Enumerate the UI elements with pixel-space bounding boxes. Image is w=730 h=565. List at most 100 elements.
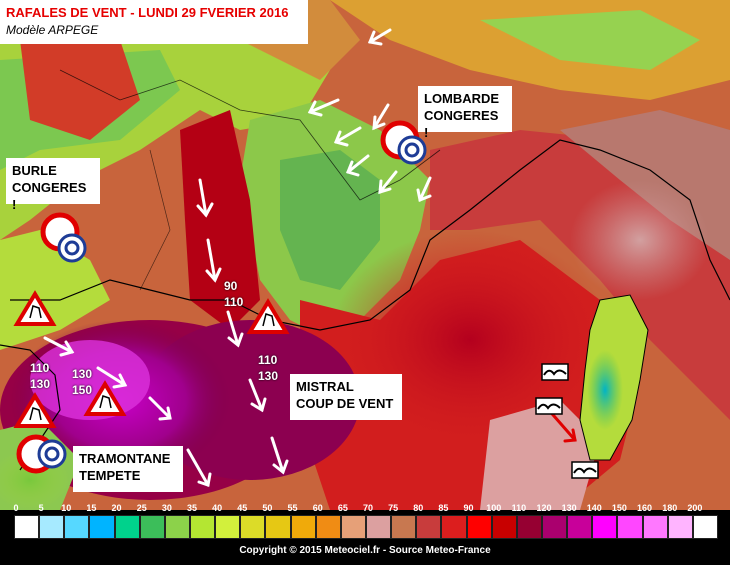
scale-tick-label: 30 [161, 503, 172, 513]
wind-arrow [186, 448, 210, 487]
annotation-line: CONGERES ! [12, 180, 87, 212]
scale-cell [365, 515, 392, 539]
scale-cell [14, 515, 40, 539]
wind-arrow [346, 154, 370, 174]
wind-arrow [148, 396, 172, 420]
scale-cell [164, 515, 190, 539]
scale-cell [139, 515, 165, 539]
rough-sea-icon [571, 461, 599, 479]
region-north-red [20, 40, 140, 140]
map-title: RAFALES DE VENT - LUNDI 29 FVERIER 2016 [6, 5, 289, 20]
wind-arrow [368, 28, 392, 44]
wind-gust-map [0, 0, 730, 510]
wind-arrow-head [250, 397, 267, 413]
scale-tick-label: 140 [586, 503, 602, 513]
wind-arrow-head [205, 267, 222, 283]
region-italy-pink [570, 180, 710, 300]
speed-label-rhone: 90 110 [224, 278, 243, 310]
snow-chain-sign-icon [16, 434, 67, 474]
scale-tick-label: 130 [561, 503, 577, 513]
rough-sea-icon [535, 397, 563, 415]
scale-tick-label: 20 [111, 503, 122, 513]
wind-arrow-head [112, 373, 128, 389]
speed-value: 150 [72, 383, 93, 397]
scale-cell [441, 515, 467, 539]
region-borders [139, 149, 171, 291]
scale-cell [516, 515, 542, 539]
scale-tick-label: 80 [413, 503, 424, 513]
scale-cell [617, 515, 643, 539]
scale-tick-label: 200 [687, 503, 703, 513]
annotation-line: COUP DE VENT [296, 396, 394, 411]
speed-value: 130 [30, 377, 51, 391]
speed-value: 110 [258, 353, 278, 367]
wind-arrow-head [416, 188, 432, 203]
scale-cell [290, 515, 316, 539]
warning-triangle-icon [13, 392, 57, 428]
annotation-line: LOMBARDE [424, 91, 500, 106]
rough-sea-icon [541, 363, 569, 381]
scale-cell [315, 515, 341, 539]
scale-tick-label: 75 [388, 503, 399, 513]
scale-tick-label: 150 [611, 503, 627, 513]
warning-triangles [13, 290, 290, 428]
scale-tick-label: 180 [662, 503, 678, 513]
warning-triangle-icon [13, 290, 57, 326]
title-box: RAFALES DE VENT - LUNDI 29 FVERIER 2016 … [0, 0, 308, 44]
scale-cell [391, 515, 417, 539]
scale-tick-label: 5 [38, 503, 44, 513]
speed-value: 110 [30, 361, 50, 375]
annotation-line: TRAMONTANE [79, 451, 171, 466]
scale-tick-label: 70 [362, 503, 374, 513]
region-rhone-corridor [180, 110, 260, 330]
speed-value: 130 [258, 369, 279, 383]
annotation-lombarde: LOMBARDE CONGERES ! [418, 86, 512, 140]
annotation-line: BURLE [12, 163, 57, 178]
scale-cell [39, 515, 65, 539]
scale-tick-label: 110 [511, 503, 527, 513]
snow-chain-sign-icon [40, 212, 87, 263]
scale-cell [642, 515, 668, 539]
scale-tick-label: 60 [312, 503, 323, 513]
scale-cell [567, 515, 593, 539]
scale-cell [592, 515, 618, 539]
speed-label-gulf-mid: 130 150 [72, 366, 92, 398]
scale-tick-label: 100 [486, 503, 502, 513]
scale-cell [89, 515, 115, 539]
wind-arrow [372, 103, 390, 130]
scale-cell [240, 515, 266, 539]
annotation-mistral: MISTRAL COUP DE VENT [290, 374, 402, 420]
annotation-line: TEMPETE [79, 468, 141, 483]
scale-cell [541, 515, 568, 539]
scale-cell [491, 515, 517, 539]
scale-tick-label: 90 [463, 503, 474, 513]
wind-arrow-head [345, 160, 360, 177]
snow-chain-sign-icon [380, 120, 427, 165]
wind-arrow-head [372, 115, 386, 131]
speed-label-gulf-west: 110 130 [30, 360, 50, 392]
wind-arrow-head [158, 406, 172, 421]
scale-cell [114, 515, 140, 539]
color-scale [14, 515, 718, 539]
wind-arrow-head [227, 332, 244, 348]
region-sea-south-pink [480, 400, 600, 510]
map-subtitle: Modèle ARPEGE [6, 23, 99, 37]
speed-label-gulf-east: 110 130 [258, 352, 278, 384]
scale-tick-label: 10 [61, 503, 72, 513]
scale-cell [64, 515, 90, 539]
speed-value: 110 [224, 295, 244, 309]
copyright: Copyright © 2015 Meteociel.fr - Source M… [239, 545, 491, 556]
scale-cell [416, 515, 442, 539]
scale-tick-label: 25 [136, 503, 147, 513]
wind-arrow [248, 378, 264, 412]
scale-cell [189, 515, 216, 539]
scale-tick-label: 85 [438, 503, 449, 513]
annotation-line: MISTRAL [296, 379, 354, 394]
wave-signs [535, 363, 599, 479]
wind-arrow [334, 126, 362, 144]
wind-arrow [206, 238, 217, 282]
wind-arrow-head [378, 179, 392, 195]
wind-arrow [226, 310, 240, 347]
wind-arrow-head [197, 472, 212, 487]
